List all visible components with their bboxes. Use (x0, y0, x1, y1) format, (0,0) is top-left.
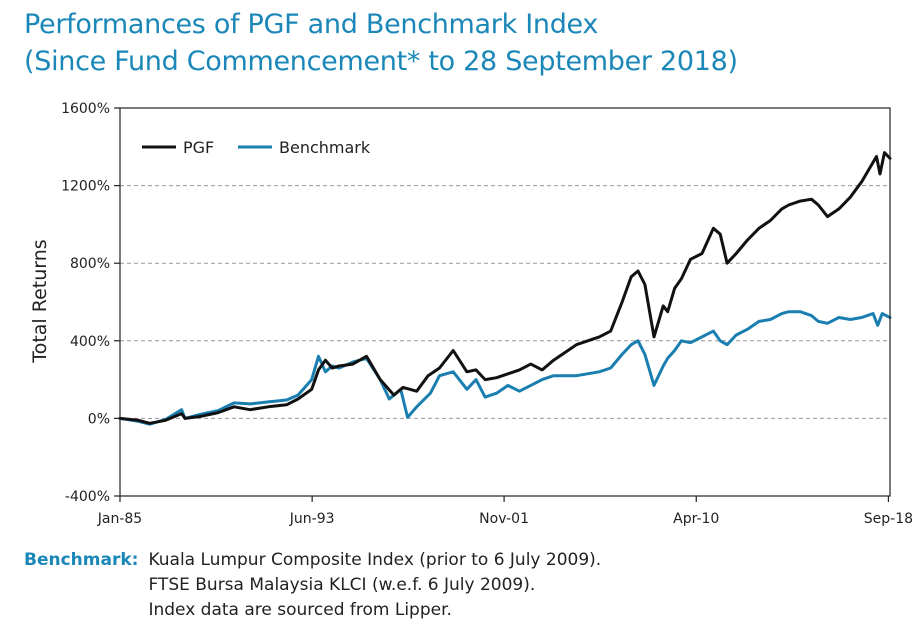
legend-label-benchmark: Benchmark (279, 138, 371, 157)
benchmark-note: Benchmark: Kuala Lumpur Composite Index … (24, 548, 601, 623)
y-axis-label: Total Returns (29, 239, 51, 363)
x-tick-label-2: Nov-01 (479, 511, 529, 527)
x-tick-label-0: Jan-85 (97, 511, 142, 527)
legend-label-pgf: PGF (183, 138, 214, 157)
y-tick-label-2: 400% (70, 334, 110, 350)
y-tick-label-3: 800% (70, 256, 110, 272)
performance-line-chart: -400% 0% 400% 800% 1200% 1600% Jan-85 Jun-93 Nov… (29, 101, 913, 527)
benchmark-note-lines: Kuala Lumpur Composite Index (prior to 6… (148, 548, 601, 623)
y-tick-label-5: 1600% (61, 101, 110, 117)
benchmark-note-line-2: FTSE Bursa Malaysia KLCI (w.e.f. 6 July … (148, 575, 536, 595)
x-tick-label-1: Jun-93 (289, 511, 335, 527)
axes: -400% 0% 400% 800% 1200% 1600% Jan-85 Jun-93 Nov… (61, 101, 913, 527)
chart-title: Performances of PGF and Benchmark Index … (24, 6, 738, 80)
series-lines (118, 151, 892, 426)
gridlines (120, 185, 890, 419)
chart-title-line-1: Performances of PGF and Benchmark Index (24, 9, 599, 40)
series-line-benchmark (118, 310, 892, 426)
y-tick-label-0: -400% (65, 489, 110, 505)
x-tick-label-3: Apr-10 (673, 511, 719, 527)
benchmark-note-line-3: Index data are sourced from Lipper. (148, 600, 452, 620)
benchmark-note-line-1: Kuala Lumpur Composite Index (prior to 6… (148, 550, 602, 570)
chart-title-line-2: (Since Fund Commencement* to 28 Septembe… (24, 46, 738, 77)
legend: PGF Benchmark (142, 138, 371, 157)
y-tick-label-4: 1200% (61, 179, 110, 195)
benchmark-note-label: Benchmark: (24, 550, 139, 570)
x-tick-label-4: Sep-18 (864, 511, 913, 527)
y-tick-label-1: 0% (88, 411, 110, 427)
series-line-pgf (118, 151, 892, 425)
plot-frame (119, 107, 891, 497)
